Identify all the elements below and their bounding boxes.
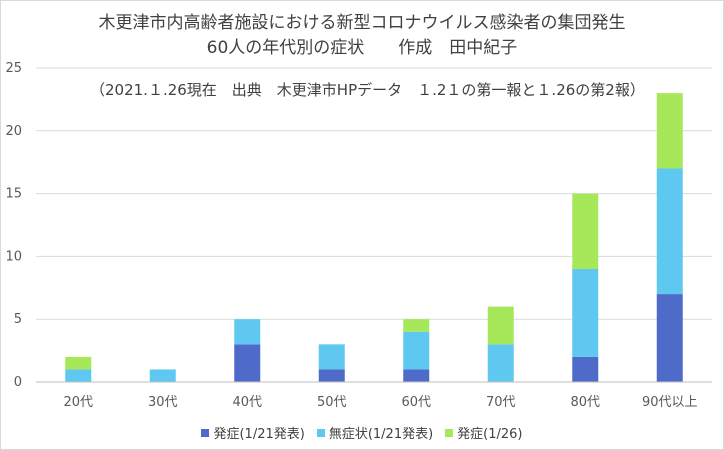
legend-swatch <box>445 428 454 437</box>
legend-swatch <box>201 428 210 437</box>
bar-segment <box>487 306 514 345</box>
legend-label: 発症(1/26) <box>457 427 523 442</box>
y-tick-label: 20 <box>5 124 22 139</box>
x-tick-label: 40代 <box>232 395 262 410</box>
y-tick-label: 5 <box>14 312 22 327</box>
bar-segment <box>234 344 261 382</box>
bar-segment <box>403 319 430 332</box>
bar-segment <box>318 344 345 370</box>
x-tick-label: 60代 <box>401 395 431 410</box>
bar-segment <box>403 369 430 382</box>
x-tick-label: 90代以上 <box>642 395 698 410</box>
bar-segment <box>318 369 345 382</box>
legend-label: 無症状(1/21発表) <box>328 427 434 442</box>
legend-swatch <box>316 428 325 437</box>
y-tick-label: 25 <box>5 61 22 76</box>
x-tick-label: 70代 <box>486 395 516 410</box>
bar-segment <box>572 356 599 382</box>
chart-title-line2: 60人の年代別の症状 作成 田中紀子 <box>206 38 518 58</box>
bar-segment <box>572 193 599 269</box>
legend-item: 発症(1/26) <box>445 423 523 442</box>
bar-segment <box>572 268 599 357</box>
bar-segment <box>149 369 176 382</box>
legend-label: 発症(1/21発表) <box>213 427 305 442</box>
x-tick-label: 20代 <box>63 395 93 410</box>
x-tick-label: 30代 <box>148 395 178 410</box>
bar-segment <box>65 356 92 370</box>
bar-segment <box>656 168 683 295</box>
y-tick-label: 10 <box>5 249 22 264</box>
bar-segment <box>487 344 514 382</box>
legend-item: 無症状(1/21発表) <box>316 423 434 442</box>
chart-title: 木更津市内高齢者施設における新型コロナウイルス感染者の集団発生 <box>98 13 626 33</box>
y-tick-label: 0 <box>14 375 22 390</box>
bar-segment <box>656 294 683 382</box>
y-tick-label: 15 <box>5 187 22 202</box>
bar-segment <box>403 331 430 370</box>
legend-item: 発症(1/21発表) <box>201 423 305 442</box>
bar-segment <box>65 369 92 382</box>
chart-subtitle: （2021.１.26現在 出典 木更津市HPデータ １.2１の第一報と１.26の… <box>90 81 645 99</box>
bar-segment <box>656 93 683 169</box>
chart-legend: 発症(1/21発表) 無症状(1/21発表) 発症(1/26) <box>0 423 724 442</box>
bar-segment <box>234 319 261 345</box>
x-tick-label: 50代 <box>317 395 347 410</box>
x-tick-label: 80代 <box>570 395 600 410</box>
